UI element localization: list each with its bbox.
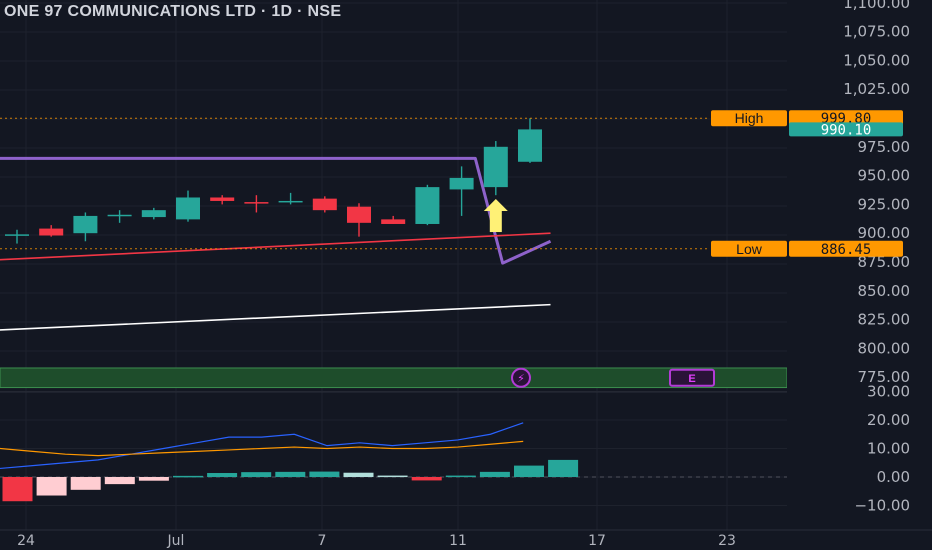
candlesticks <box>5 118 542 244</box>
arrow-head <box>483 198 508 211</box>
earnings-glyph: E <box>688 373 695 385</box>
candle-body <box>381 219 406 224</box>
macd-histogram-bar <box>275 471 306 477</box>
price-tick-label: 800.00 <box>858 339 911 357</box>
signal-line <box>0 440 524 457</box>
candle-body <box>141 210 166 218</box>
macd-tick-label: 0.00 <box>877 468 910 486</box>
white-ma-line <box>0 303 551 331</box>
last-price-value: 990.10 <box>821 122 872 138</box>
macd-tick-label: −10.00 <box>854 497 910 515</box>
macd-histogram-bar <box>241 472 272 477</box>
price-tick-label: 825.00 <box>858 311 911 329</box>
macd-tick-label: 20.00 <box>867 411 910 429</box>
macd-tick-label: 30.00 <box>867 383 910 401</box>
price-tick-label: 1,100.00 <box>843 0 910 12</box>
macd-histogram-bar <box>343 472 374 477</box>
low-label-bg <box>711 240 787 257</box>
time-tick-label: 7 <box>318 533 327 549</box>
candle-body <box>483 146 508 188</box>
macd-histogram-bar <box>514 465 544 477</box>
time-tick-label: 24 <box>17 533 35 549</box>
price-tick-label: 875.00 <box>858 253 911 271</box>
price-axis[interactable]: 1,100.00 1,075.00 1,050.00 1,025.00 975.00 95… <box>787 0 932 530</box>
time-tick-label: Jul <box>167 533 185 549</box>
macd-line <box>0 422 524 470</box>
lightning-marker-icon <box>511 367 531 388</box>
arrow-shaft <box>489 208 502 233</box>
high-value-bg <box>789 110 903 127</box>
candle-body <box>5 234 29 236</box>
lightning-glyph: ⚡ <box>517 372 525 385</box>
time-axis[interactable]: 24 Jul 7 11 17 23 <box>0 529 932 549</box>
macd-histogram-bar <box>104 477 135 485</box>
candle-body <box>107 214 132 217</box>
macd-histogram-bar <box>377 475 408 478</box>
macd-histogram-bar <box>207 473 238 477</box>
macd-tick-label: 10.00 <box>867 440 910 458</box>
candle-body <box>312 198 337 211</box>
candle-body <box>210 197 235 201</box>
low-value: 886.45 <box>821 242 872 258</box>
price-tick-label: 1,050.00 <box>843 51 910 69</box>
marker-band: ⚡ E <box>0 367 788 389</box>
purple-ma-line <box>0 156 552 265</box>
price-tick-label: 850.00 <box>858 282 911 300</box>
candle-body <box>347 206 371 223</box>
macd-pane <box>0 391 932 502</box>
price-tick-label: 925.00 <box>858 195 911 213</box>
last-price-tag <box>789 122 903 137</box>
candle-body <box>244 202 269 204</box>
price-tick-label: 1,025.00 <box>843 80 910 98</box>
macd-histogram-bar <box>138 477 169 481</box>
candle-body <box>73 215 98 234</box>
earnings-marker-icon <box>669 368 715 387</box>
price-tick-label: 975.00 <box>858 138 911 156</box>
price-tick-label: 900.00 <box>858 224 911 242</box>
candle-body <box>278 200 303 203</box>
chart-title: ONE 97 COMMUNICATIONS LTD · 1D · NSE <box>4 3 342 20</box>
macd-histogram-bar <box>411 477 442 481</box>
macd-histogram-bar <box>2 477 33 502</box>
candle-body <box>39 228 64 236</box>
macd-histogram-bar <box>309 471 340 477</box>
low-value-bg <box>789 240 903 257</box>
red-ma-line <box>0 232 551 261</box>
candle-body <box>449 177 474 190</box>
time-tick-label: 23 <box>718 533 736 549</box>
candle-body <box>415 187 440 224</box>
macd-histogram-bar <box>173 475 203 478</box>
macd-histogram-bar <box>445 475 476 478</box>
price-axis-bg <box>787 0 932 530</box>
candle-body <box>176 197 200 220</box>
high-label-bg <box>711 110 787 127</box>
up-arrow-annotation <box>483 198 508 233</box>
macd-histogram-bar <box>548 459 579 477</box>
price-tick-label: 775.00 <box>858 368 911 386</box>
low-label: Low <box>736 241 763 257</box>
price-tick-label: 1,075.00 <box>843 23 910 41</box>
macd-histogram-bar <box>36 477 67 496</box>
time-tick-label: 17 <box>588 533 606 549</box>
macd-histogram-bar <box>479 471 510 477</box>
marker-band-rect <box>0 367 788 389</box>
time-tick-label: 11 <box>449 533 467 549</box>
high-label: High <box>735 110 764 126</box>
grid-lines <box>0 0 787 530</box>
candle-body <box>518 129 542 162</box>
macd-histogram-bar <box>70 477 101 490</box>
price-tick-label: 950.00 <box>858 167 911 185</box>
